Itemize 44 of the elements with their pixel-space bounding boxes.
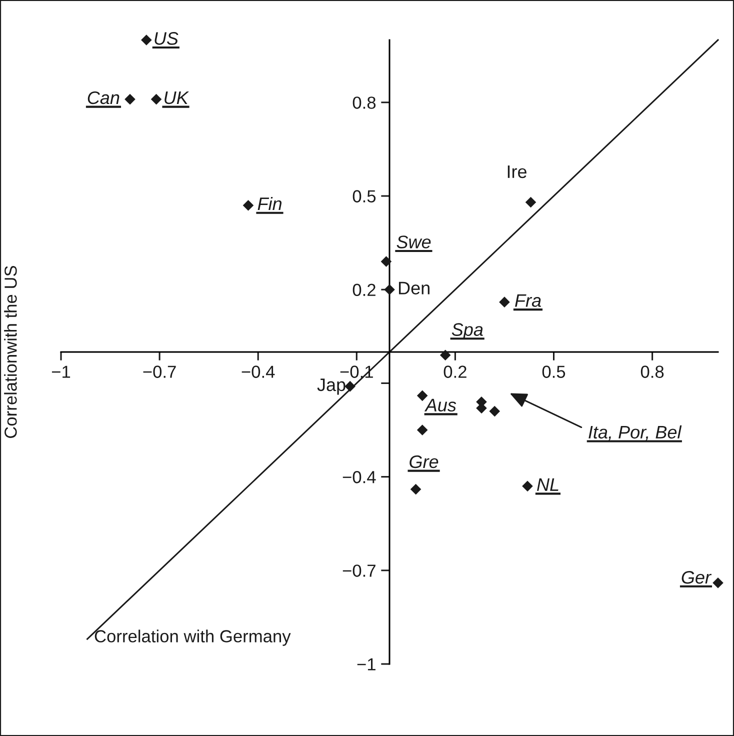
point	[440, 350, 450, 360]
y-tick-label: −1	[357, 658, 376, 670]
annotation: Can	[88, 91, 120, 104]
point	[712, 578, 724, 588]
annotation: US	[154, 32, 178, 45]
x-tick-label: 0.8	[640, 366, 664, 378]
point	[381, 256, 392, 267]
y-axis-title: Correlationwith the US	[4, 266, 17, 438]
annotation: Gre	[410, 455, 438, 468]
annotation: Aus	[424, 398, 456, 412]
point	[141, 34, 152, 46]
annotation: Jap	[317, 378, 346, 395]
annotation: Fin	[258, 196, 282, 210]
annotation: Den	[398, 282, 430, 294]
annotation: Ita, Por, Bel	[588, 425, 682, 441]
point	[344, 381, 356, 392]
annotation: Swe	[396, 236, 431, 248]
point	[490, 406, 500, 416]
x-tick-label: −0.4	[242, 366, 275, 378]
point	[151, 94, 162, 104]
y-tick-label: −0.4	[342, 470, 376, 484]
y-tick-label: 0.8	[352, 96, 376, 109]
point	[526, 197, 536, 208]
y-tick-label: −0.7	[342, 564, 376, 577]
point	[522, 481, 533, 492]
point	[410, 484, 421, 494]
point	[384, 284, 395, 295]
annotation: Ire	[508, 165, 526, 178]
point	[417, 424, 428, 436]
x-tick-label: −0.7	[143, 366, 176, 378]
x-tick-label: 0.5	[542, 366, 566, 378]
annotation: Spa	[452, 323, 483, 340]
point	[243, 200, 254, 210]
x-tick-label: 0.2	[444, 366, 466, 378]
annotation: UK	[164, 92, 190, 104]
annotation: Ger	[682, 570, 712, 584]
y-tick-label: 0.2	[352, 284, 376, 296]
y-tick-label: 0.5	[352, 190, 376, 202]
annotation: Fra	[515, 294, 541, 307]
point	[124, 94, 136, 104]
point	[499, 296, 510, 308]
x-axis-title: Correlation with Germany	[94, 630, 291, 646]
x-tick-label: −1	[52, 366, 70, 378]
annotation: NL	[537, 478, 558, 491]
